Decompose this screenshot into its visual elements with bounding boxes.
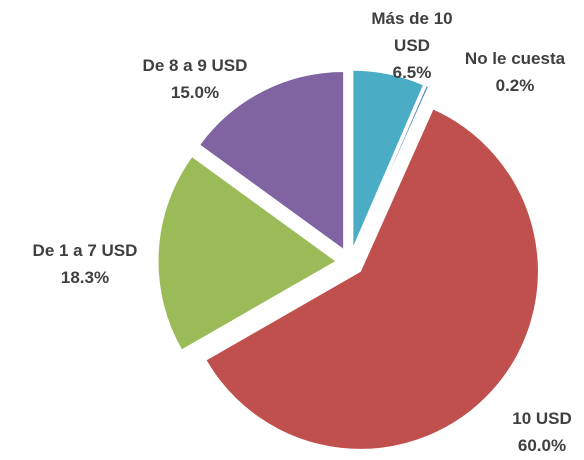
- pie-slice: [355, 85, 430, 250]
- slice-value: 60.0%: [517, 436, 567, 455]
- slice-name: 10 USD: [512, 409, 572, 428]
- slice-label: No le cuesta 0.2%: [445, 45, 584, 99]
- pie-slice: [352, 69, 425, 249]
- slice-label: 10 USD 60.0%: [492, 405, 584, 459]
- slice-label: De 8 a 9 USD 15.0%: [115, 52, 275, 106]
- slice-name: No le cuesta: [464, 49, 566, 68]
- slice-name: De 8 a 9 USD: [142, 56, 248, 75]
- pie-slice: [205, 108, 539, 450]
- slice-name: Más de 10 USD: [371, 9, 453, 55]
- slice-value: 6.5%: [392, 63, 432, 82]
- slice-value: 0.2%: [495, 76, 535, 95]
- pie-slice: [157, 155, 337, 351]
- slice-value: 15.0%: [170, 83, 220, 102]
- pie-slice: [198, 71, 345, 251]
- slice-value: 18.3%: [60, 268, 110, 287]
- slice-label: De 1 a 7 USD 18.3%: [5, 237, 165, 291]
- slice-name: De 1 a 7 USD: [32, 241, 138, 260]
- slice-label: Más de 10 USD 6.5%: [357, 5, 467, 86]
